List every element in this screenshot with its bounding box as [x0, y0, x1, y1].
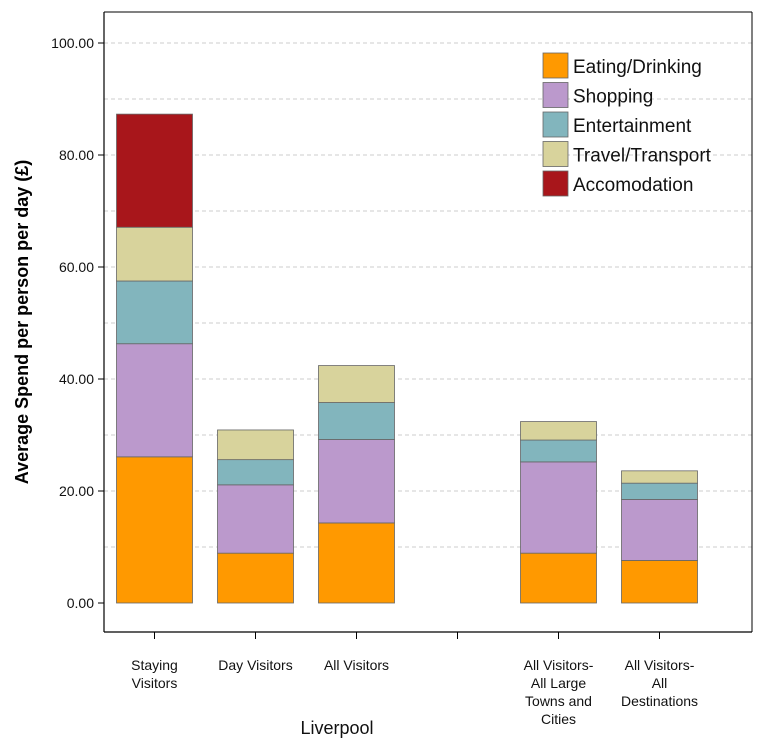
x-axis-title: Liverpool: [300, 718, 373, 738]
y-tick-label: 80.00: [59, 147, 94, 163]
bar-segment: [520, 439, 597, 463]
gridlines: [104, 42, 752, 548]
bar-segment: [116, 456, 193, 604]
bar-segment: [217, 552, 294, 604]
y-tick-label: 0.00: [67, 595, 94, 611]
bar-segment: [520, 421, 597, 441]
axes: [98, 11, 753, 639]
bar-segment: [520, 461, 597, 554]
bar-segment: [116, 280, 193, 345]
bar-segment: [520, 552, 597, 604]
legend: Eating/Drinking Shopping Entertainment Trav…: [542, 52, 712, 197]
legend-label: Shopping: [573, 87, 653, 108]
bar-segment: [318, 365, 395, 403]
bar-segment: [621, 482, 698, 500]
bar-segment: [116, 226, 193, 282]
x-tick-label: All Visitors-All Large Towns and Cities: [524, 657, 594, 727]
x-tick-label: All Visitors: [324, 657, 389, 673]
legend-swatch: [542, 52, 569, 79]
x-tick-labels: Staying Visitors Day Visitors All Visitors A…: [131, 657, 698, 727]
bar-segment: [217, 484, 294, 554]
x-tick-label: Staying Visitors: [131, 657, 178, 691]
bar-segment: [217, 459, 294, 486]
x-tick-label: All Visitors-All Destinations: [621, 657, 698, 709]
legend-swatch: [542, 111, 569, 138]
y-tick-label: 60.00: [59, 259, 94, 275]
bar-segment: [116, 113, 193, 228]
y-axis-title: Average Spend per person per day (£): [12, 160, 32, 484]
legend-swatch: [542, 82, 569, 108]
legend-swatch: [542, 141, 569, 167]
legend-label: Accomodation: [573, 175, 693, 196]
legend-label: Entertainment: [573, 116, 692, 137]
y-tick-labels: 0.00 20.00 40.00 60.00 80.00 100.00: [51, 35, 94, 611]
bar-segment: [116, 343, 193, 458]
bar-segment: [621, 498, 698, 561]
y-tick-label: 20.00: [59, 483, 94, 499]
y-tick-label: 40.00: [59, 371, 94, 387]
y-tick-label: 100.00: [51, 35, 94, 51]
bar-segment: [318, 522, 395, 604]
legend-label: Eating/Drinking: [573, 57, 702, 78]
x-tick-label: Day Visitors: [218, 657, 292, 673]
legend-swatch: [542, 170, 569, 197]
bar-segment: [621, 470, 698, 484]
legend-label: Travel/Transport: [573, 146, 712, 167]
bar-segment: [318, 439, 395, 524]
bar-segment: [217, 429, 294, 461]
bar-segment: [621, 560, 698, 604]
bar-segment: [318, 402, 395, 440]
bars: [116, 113, 698, 604]
